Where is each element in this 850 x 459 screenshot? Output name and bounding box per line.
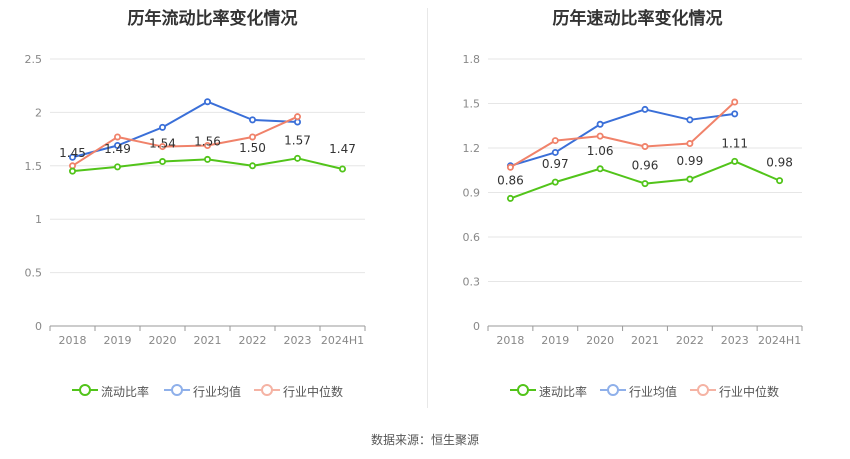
x-tick-label: 2018 — [496, 334, 524, 347]
x-tick-label: 2021 — [194, 334, 222, 347]
data-point — [596, 165, 604, 173]
x-tick-label: 2022 — [239, 334, 267, 347]
data-point — [158, 143, 166, 151]
series-line — [72, 100, 298, 159]
data-point — [731, 157, 739, 165]
data-point — [293, 113, 301, 121]
data-point — [686, 175, 694, 183]
data-point — [293, 118, 301, 126]
data-label: 1.47 — [329, 142, 356, 156]
y-tick-label: 0.3 — [463, 276, 481, 289]
x-tick-label: 2024H1 — [758, 334, 801, 347]
data-point — [551, 137, 559, 145]
data-point — [551, 148, 559, 156]
x-tick-label: 2022 — [676, 334, 704, 347]
data-point — [596, 132, 604, 140]
y-tick-label: 0 — [473, 320, 480, 333]
x-tick-label: 2020 — [149, 334, 177, 347]
data-point — [686, 116, 694, 124]
x-tick-label: 2021 — [631, 334, 659, 347]
data-point — [69, 167, 77, 175]
data-point — [641, 143, 649, 151]
data-point — [114, 133, 122, 141]
data-point — [338, 165, 346, 173]
data-point — [293, 154, 301, 162]
chart-title-quick-ratio: 历年速动比率变化情况 — [552, 9, 723, 29]
data-point — [506, 163, 514, 171]
x-tick-label: 2019 — [541, 334, 569, 347]
data-point — [158, 158, 166, 166]
data-point — [69, 162, 77, 170]
data-point — [203, 142, 211, 150]
x-tick-label: 2018 — [59, 334, 87, 347]
y-tick-label: 0.9 — [463, 187, 481, 200]
chart-title-current-ratio: 历年流动比率变化情况 — [127, 9, 298, 29]
y-tick-label: 2.5 — [25, 53, 43, 66]
legend-right: 速动比率 行业均值 行业中位数 — [510, 381, 810, 401]
data-point — [248, 133, 256, 141]
data-label: 1.11 — [721, 136, 748, 150]
data-label: 0.86 — [497, 173, 524, 187]
data-point — [114, 163, 122, 171]
data-point — [551, 178, 559, 186]
series-line — [509, 101, 736, 169]
y-tick-label: 1.2 — [463, 142, 481, 155]
y-tick-label: 2 — [35, 106, 42, 119]
x-tick-label: 2019 — [104, 334, 132, 347]
x-tick-label: 2023 — [721, 334, 749, 347]
data-label: 1.49 — [104, 142, 131, 156]
data-label: 1.54 — [149, 137, 176, 151]
data-point — [248, 162, 256, 170]
data-point — [776, 177, 784, 185]
data-label: 1.45 — [59, 146, 86, 160]
data-point — [158, 123, 166, 131]
y-tick-label: 0 — [35, 320, 42, 333]
data-label: 0.98 — [766, 156, 793, 170]
data-point — [641, 105, 649, 113]
y-tick-label: 1 — [35, 213, 42, 226]
data-label: 1.57 — [284, 133, 311, 147]
data-point — [69, 153, 77, 161]
data-point — [731, 98, 739, 106]
y-tick-label: 1.8 — [463, 53, 481, 66]
data-point — [248, 116, 256, 124]
series-line — [71, 115, 298, 167]
y-tick-label: 1.5 — [463, 98, 481, 111]
data-point — [203, 155, 211, 163]
data-label: 0.99 — [676, 154, 703, 168]
data-label: 1.06 — [587, 144, 614, 158]
data-source: 数据来源：恒生聚源 — [370, 433, 479, 447]
y-tick-label: 1.5 — [25, 160, 43, 173]
data-point — [596, 120, 604, 128]
legend-left: 流动比率 行业均值 行业中位数 — [72, 381, 372, 401]
series-line — [510, 108, 735, 167]
data-point — [686, 140, 694, 148]
y-tick-label: 0.6 — [463, 231, 481, 244]
data-label: 0.96 — [632, 159, 659, 173]
x-tick-label: 2020 — [586, 334, 614, 347]
x-tick-label: 2024H1 — [321, 334, 364, 347]
data-point — [114, 142, 122, 150]
y-tick-label: 0.5 — [25, 267, 43, 280]
data-point — [203, 98, 211, 106]
chart-divider — [427, 8, 428, 408]
data-label: 1.56 — [194, 134, 221, 148]
data-point — [641, 180, 649, 188]
data-label: 0.97 — [542, 157, 569, 171]
data-point — [731, 110, 739, 118]
x-tick-label: 2023 — [284, 334, 312, 347]
data-point — [506, 194, 514, 202]
data-label: 1.50 — [239, 141, 266, 155]
